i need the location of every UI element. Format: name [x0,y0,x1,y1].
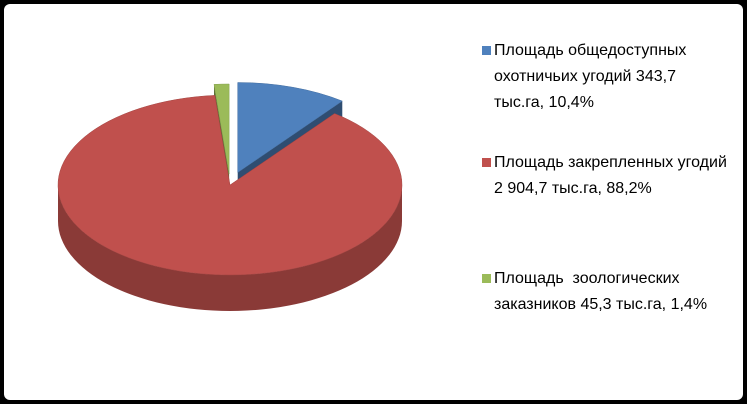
legend-label: Площадь зоологических заказников 45,3 ты… [494,270,708,313]
chart [57,82,403,311]
legend-item: Площадь зоологических заказников 45,3 ты… [482,266,729,318]
legend-label: Площадь закрепленных угодий 2 904,7 тыс.… [494,154,732,197]
chart-panel: Площадь общедоступных охотничьих угодий … [4,4,743,400]
slice [57,95,403,276]
legend-swatch [482,46,491,55]
legend-swatch [482,158,491,167]
slice [237,82,343,173]
slice-side [58,185,402,311]
legend-item: Площадь общедоступных охотничьих угодий … [482,38,729,116]
legend-label: Площадь общедоступных охотничьих угодий … [494,42,691,111]
slice [213,83,230,175]
legend-item: Площадь закрепленных угодий 2 904,7 тыс.… [482,150,732,202]
legend-swatch [482,274,491,283]
